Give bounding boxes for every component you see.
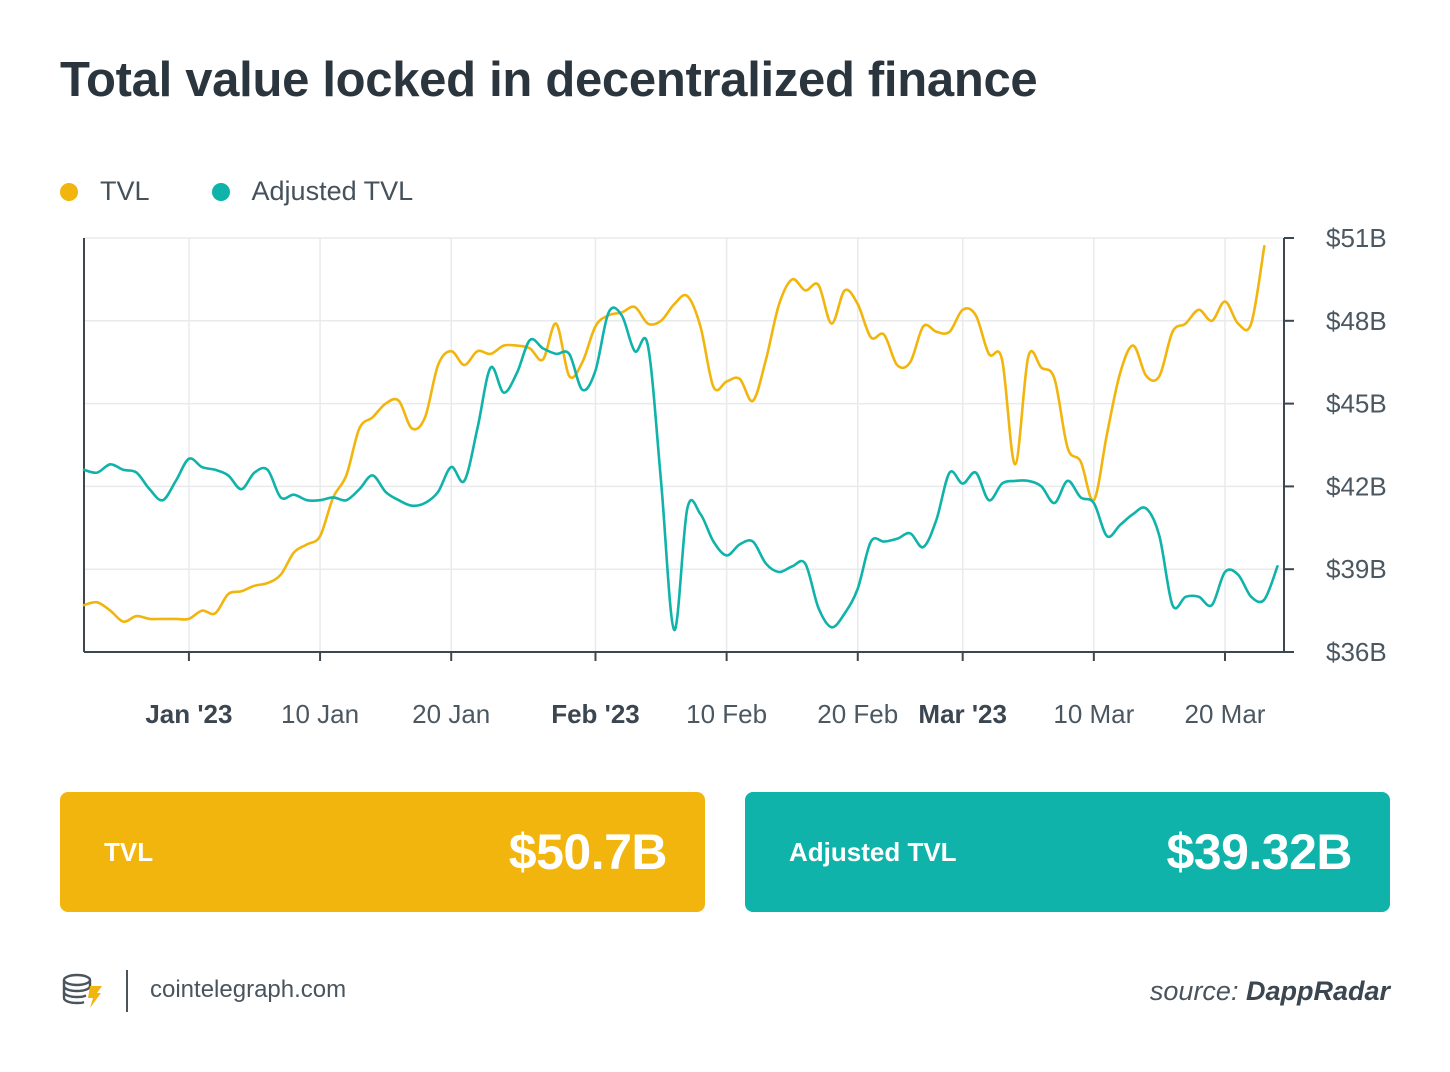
legend-dot-tvl (60, 182, 78, 201)
x-tick-label: 10 Feb (686, 699, 767, 729)
y-tick-label: $48B (1326, 306, 1387, 336)
legend-item-adjusted-tvl[interactable]: Adjusted TVL (211, 176, 414, 207)
chart-legend: TVL Adjusted TVL (60, 176, 475, 207)
line-chart: $36B $39B $42B $45B $48B $51B Jan '23 10 Jan 20 … (82, 223, 1387, 729)
x-tick-label: 10 Mar (1053, 699, 1134, 729)
legend-item-tvl[interactable]: TVL (60, 176, 150, 207)
series-line-adjusted-tvl (82, 306, 1279, 632)
x-tick-label: Feb '23 (551, 699, 640, 729)
adjusted-tvl-card-label: Adjusted TVL (789, 836, 957, 867)
legend-dot-adjusted-tvl (211, 182, 230, 201)
footer-divider (126, 970, 128, 1012)
x-tick-label: 20 Jan (412, 699, 490, 729)
source-prefix: source: (1149, 976, 1239, 1006)
tvl-summary-card: TVL $50.7B (60, 792, 705, 912)
adjusted-tvl-summary-card: Adjusted TVL $39.32B (745, 792, 1390, 912)
x-tick-label: Jan '23 (145, 699, 232, 729)
adjusted-tvl-card-value: $39.32B (1166, 824, 1352, 880)
cointelegraph-logo-icon (62, 973, 102, 1008)
footer-site-link[interactable]: cointelegraph.com (150, 976, 347, 1003)
y-tick-label: $39B (1326, 554, 1387, 584)
page-title: Total value locked in decentralized fina… (60, 53, 1038, 107)
tvl-card-value: $50.7B (508, 824, 668, 880)
footer-source: source: DappRadar (1150, 976, 1390, 1007)
series-line-tvl (82, 245, 1266, 623)
tvl-card-label: TVL (104, 836, 154, 867)
x-tick-label: 20 Mar (1185, 699, 1266, 729)
legend-label-tvl: TVL (100, 176, 150, 206)
x-tick-label: 20 Feb (817, 699, 898, 729)
y-tick-label: $45B (1326, 389, 1387, 419)
y-tick-label: $36B (1326, 637, 1387, 667)
y-tick-label: $42B (1326, 471, 1387, 501)
x-tick-label: Mar '23 (918, 699, 1007, 729)
y-tick-label: $51B (1326, 223, 1387, 253)
legend-label-adjusted-tvl: Adjusted TVL (251, 176, 414, 206)
x-tick-label: 10 Jan (281, 699, 359, 729)
source-name: DappRadar (1245, 976, 1390, 1006)
